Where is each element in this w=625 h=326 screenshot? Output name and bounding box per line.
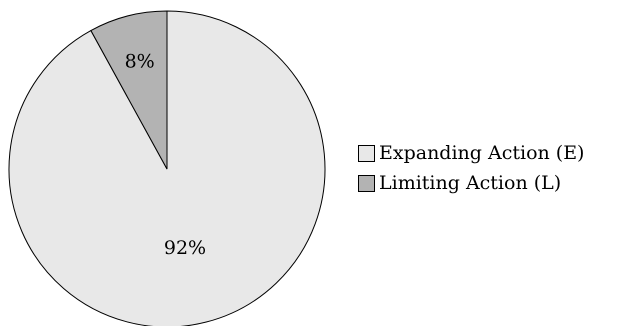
legend-item-expanding: Expanding Action (E) — [358, 138, 584, 168]
legend-item-limiting: Limiting Action (L) — [358, 168, 584, 198]
data-label-limiting: 8% — [125, 50, 155, 72]
legend-label-expanding: Expanding Action (E) — [379, 142, 585, 164]
data-label-expanding: 92% — [164, 237, 206, 259]
legend: Expanding Action (E) Limiting Action (L) — [358, 138, 584, 198]
pie-slice-limiting — [90, 10, 168, 170]
legend-swatch-expanding — [358, 144, 375, 162]
legend-label-limiting: Limiting Action (L) — [379, 172, 562, 194]
legend-swatch-limiting — [358, 174, 375, 192]
